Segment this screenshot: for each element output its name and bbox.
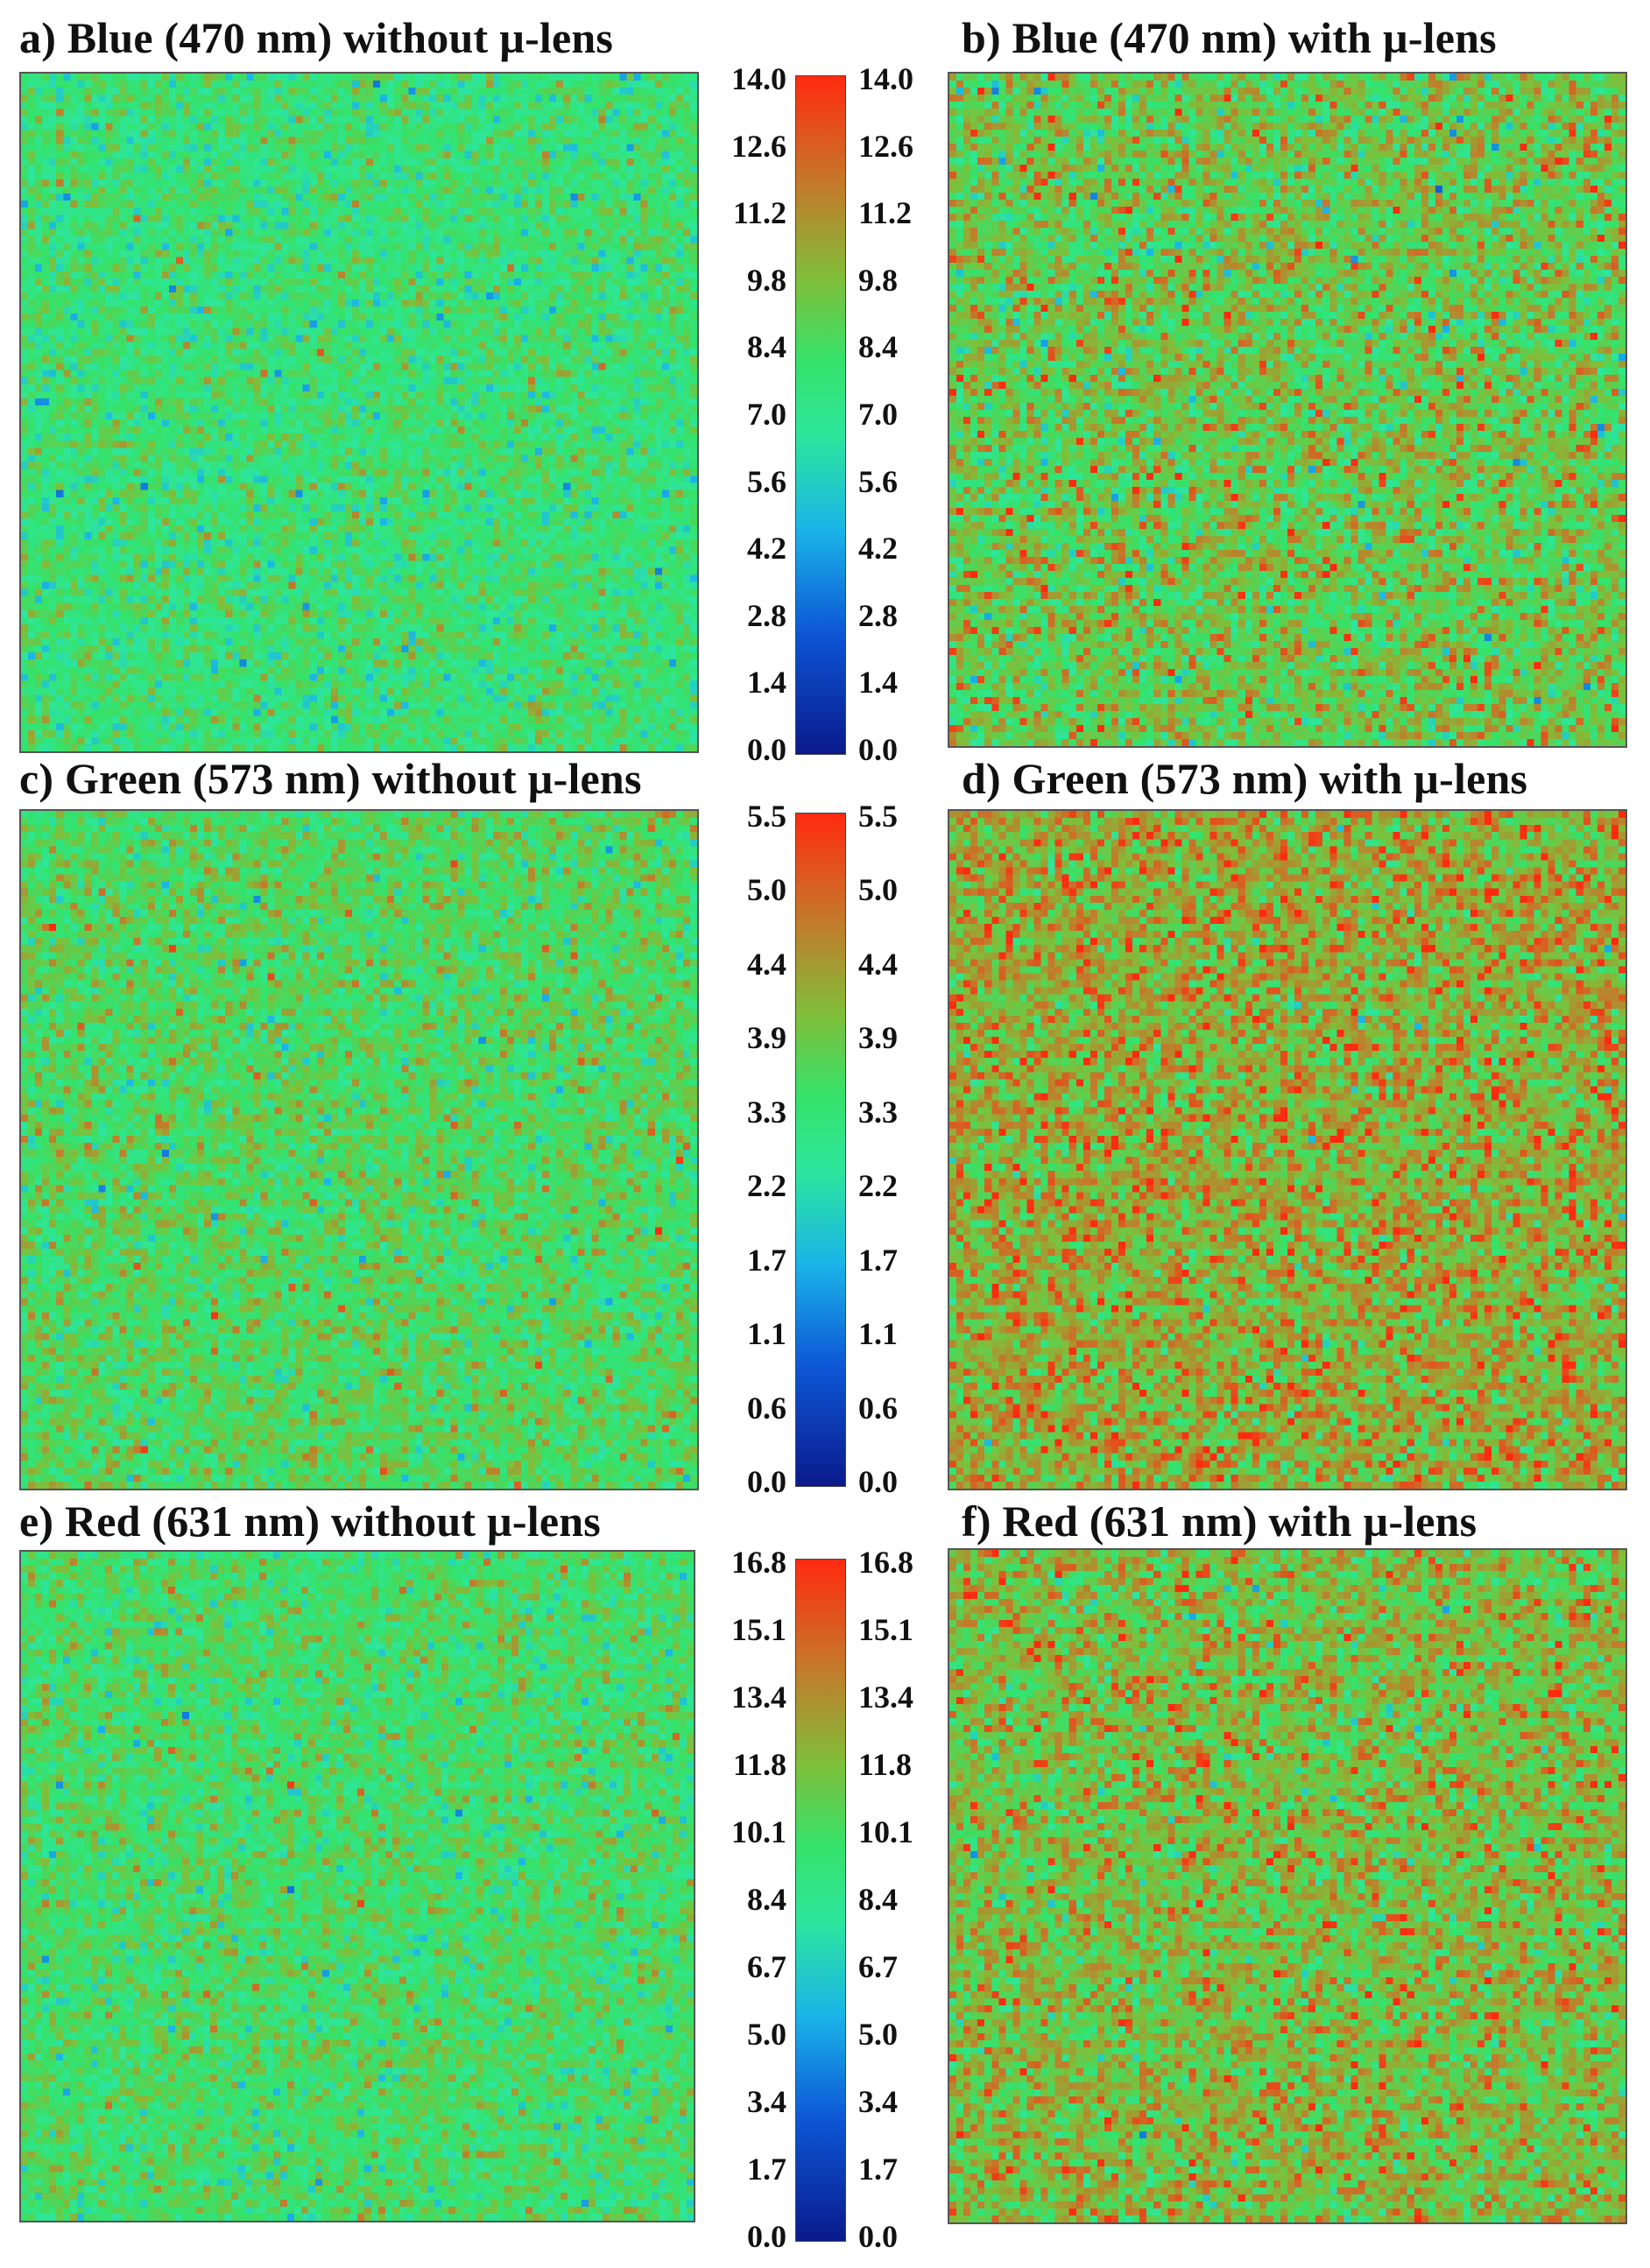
heatmap-d bbox=[948, 809, 1627, 1490]
colorbar-tick-left: 3.9 bbox=[716, 1022, 786, 1053]
colorbar-tick-left: 1.7 bbox=[716, 2153, 786, 2185]
colorbar-row2: 5.5 5.5 5.0 5.0 4.4 4.4 3.9 3.9 3.3 3.3 2.2 2.2 1.7 1… bbox=[701, 800, 946, 1497]
colorbar-tick-right: 9.8 bbox=[858, 264, 937, 296]
colorbar-tick-left: 0.6 bbox=[716, 1392, 786, 1424]
colorbar-gradient bbox=[795, 75, 846, 755]
colorbar-tick-right: 1.1 bbox=[858, 1318, 937, 1349]
colorbar-tick-right: 13.4 bbox=[858, 1681, 937, 1713]
heatmap-pixels bbox=[21, 1552, 694, 2221]
colorbar-tick-left: 0.0 bbox=[716, 1466, 786, 1497]
heatmap-pixels bbox=[949, 74, 1625, 746]
colorbar-tick-left: 11.8 bbox=[716, 1749, 786, 1780]
colorbar-tick-left: 0.0 bbox=[716, 734, 786, 765]
colorbar-tick-right: 4.2 bbox=[858, 532, 937, 564]
heatmap-e bbox=[19, 1550, 695, 2222]
heatmap-pixels bbox=[949, 1550, 1625, 2222]
colorbar-tick-left: 5.6 bbox=[716, 466, 786, 497]
colorbar-gradient bbox=[795, 813, 846, 1487]
colorbar-tick-right: 2.2 bbox=[858, 1170, 937, 1201]
colorbar-tick-left: 4.4 bbox=[716, 948, 786, 980]
colorbar-tick-left: 5.0 bbox=[716, 2018, 786, 2050]
colorbar-tick-left: 9.8 bbox=[716, 264, 786, 296]
colorbar-tick-left: 10.1 bbox=[716, 1816, 786, 1848]
colorbar-tick-right: 3.9 bbox=[858, 1022, 937, 1053]
colorbar-tick-left: 5.5 bbox=[716, 800, 786, 832]
colorbar-tick-left: 2.2 bbox=[716, 1170, 786, 1201]
heatmap-pixels bbox=[949, 811, 1625, 1489]
colorbar-tick-right: 3.3 bbox=[858, 1096, 937, 1128]
colorbar-tick-right: 8.4 bbox=[858, 1884, 937, 1915]
colorbar-tick-left: 8.4 bbox=[716, 331, 786, 363]
colorbar-tick-left: 6.7 bbox=[716, 1951, 786, 1983]
colorbar-tick-right: 7.0 bbox=[858, 398, 937, 430]
colorbar-tick-right: 5.0 bbox=[858, 874, 937, 905]
colorbar-tick-right: 1.7 bbox=[858, 2153, 937, 2185]
colorbar-gradient bbox=[795, 1559, 846, 2242]
colorbar-row1: 14.0 14.0 12.6 12.6 11.2 11.2 9.8 9.8 8.4 8.4 7.0 7… bbox=[701, 63, 946, 765]
colorbar-tick-left: 13.4 bbox=[716, 1681, 786, 1713]
colorbar-tick-left: 4.2 bbox=[716, 532, 786, 564]
heatmap-f bbox=[948, 1548, 1627, 2224]
heatmap-a bbox=[19, 72, 699, 753]
colorbar-tick-right: 6.7 bbox=[858, 1951, 937, 1983]
panel-b-title: b) Blue (470 nm) with µ-lens bbox=[962, 16, 1497, 60]
colorbar-tick-right: 5.0 bbox=[858, 2018, 937, 2050]
colorbar-tick-right: 1.4 bbox=[858, 666, 937, 698]
colorbar-tick-left: 2.8 bbox=[716, 600, 786, 631]
colorbar-tick-right: 3.4 bbox=[858, 2086, 937, 2117]
colorbar-tick-left: 7.0 bbox=[716, 398, 786, 430]
colorbar-row3: 16.8 16.8 15.1 15.1 13.4 13.4 11.8 11.8 10.1 10.1… bbox=[701, 1546, 946, 2252]
colorbar-tick-left: 16.8 bbox=[716, 1546, 786, 1578]
colorbar-tick-right: 0.0 bbox=[858, 734, 937, 765]
colorbar-tick-left: 11.2 bbox=[716, 197, 786, 229]
colorbar-tick-right: 11.8 bbox=[858, 1749, 937, 1780]
colorbar-tick-left: 5.0 bbox=[716, 874, 786, 905]
colorbar-tick-left: 14.0 bbox=[716, 63, 786, 95]
colorbar-tick-left: 1.1 bbox=[716, 1318, 786, 1349]
colorbar-tick-left: 1.4 bbox=[716, 666, 786, 698]
heatmap-pixels bbox=[21, 74, 697, 751]
colorbar-tick-left: 1.7 bbox=[716, 1244, 786, 1276]
colorbar-tick-left: 0.0 bbox=[716, 2221, 786, 2252]
colorbar-tick-left: 15.1 bbox=[716, 1614, 786, 1645]
colorbar-tick-right: 2.8 bbox=[858, 600, 937, 631]
colorbar-tick-right: 4.4 bbox=[858, 948, 937, 980]
colorbar-tick-left: 8.4 bbox=[716, 1884, 786, 1915]
colorbar-tick-right: 8.4 bbox=[858, 331, 937, 363]
colorbar-tick-right: 5.5 bbox=[858, 800, 937, 832]
colorbar-tick-right: 15.1 bbox=[858, 1614, 937, 1645]
colorbar-tick-left: 3.4 bbox=[716, 2086, 786, 2117]
colorbar-tick-right: 0.6 bbox=[858, 1392, 937, 1424]
panel-c-title: c) Green (573 nm) without µ-lens bbox=[19, 757, 642, 800]
colorbar-tick-right: 5.6 bbox=[858, 466, 937, 497]
colorbar-tick-right: 16.8 bbox=[858, 1546, 937, 1578]
panel-e-title: e) Red (631 nm) without µ-lens bbox=[19, 1499, 601, 1543]
colorbar-tick-right: 0.0 bbox=[858, 2221, 937, 2252]
colorbar-tick-right: 10.1 bbox=[858, 1816, 937, 1848]
colorbar-tick-right: 14.0 bbox=[858, 63, 937, 95]
colorbar-tick-right: 11.2 bbox=[858, 197, 937, 229]
colorbar-tick-right: 1.7 bbox=[858, 1244, 937, 1276]
heatmap-pixels bbox=[21, 811, 697, 1489]
panel-f-title: f) Red (631 nm) with µ-lens bbox=[962, 1499, 1477, 1543]
colorbar-tick-left: 12.6 bbox=[716, 130, 786, 162]
panel-a-title: a) Blue (470 nm) without µ-lens bbox=[19, 16, 613, 60]
heatmap-b bbox=[948, 72, 1627, 748]
heatmap-c bbox=[19, 809, 699, 1490]
colorbar-tick-right: 0.0 bbox=[858, 1466, 937, 1497]
colorbar-tick-right: 12.6 bbox=[858, 130, 937, 162]
panel-d-title: d) Green (573 nm) with µ-lens bbox=[962, 757, 1527, 800]
colorbar-tick-left: 3.3 bbox=[716, 1096, 786, 1128]
